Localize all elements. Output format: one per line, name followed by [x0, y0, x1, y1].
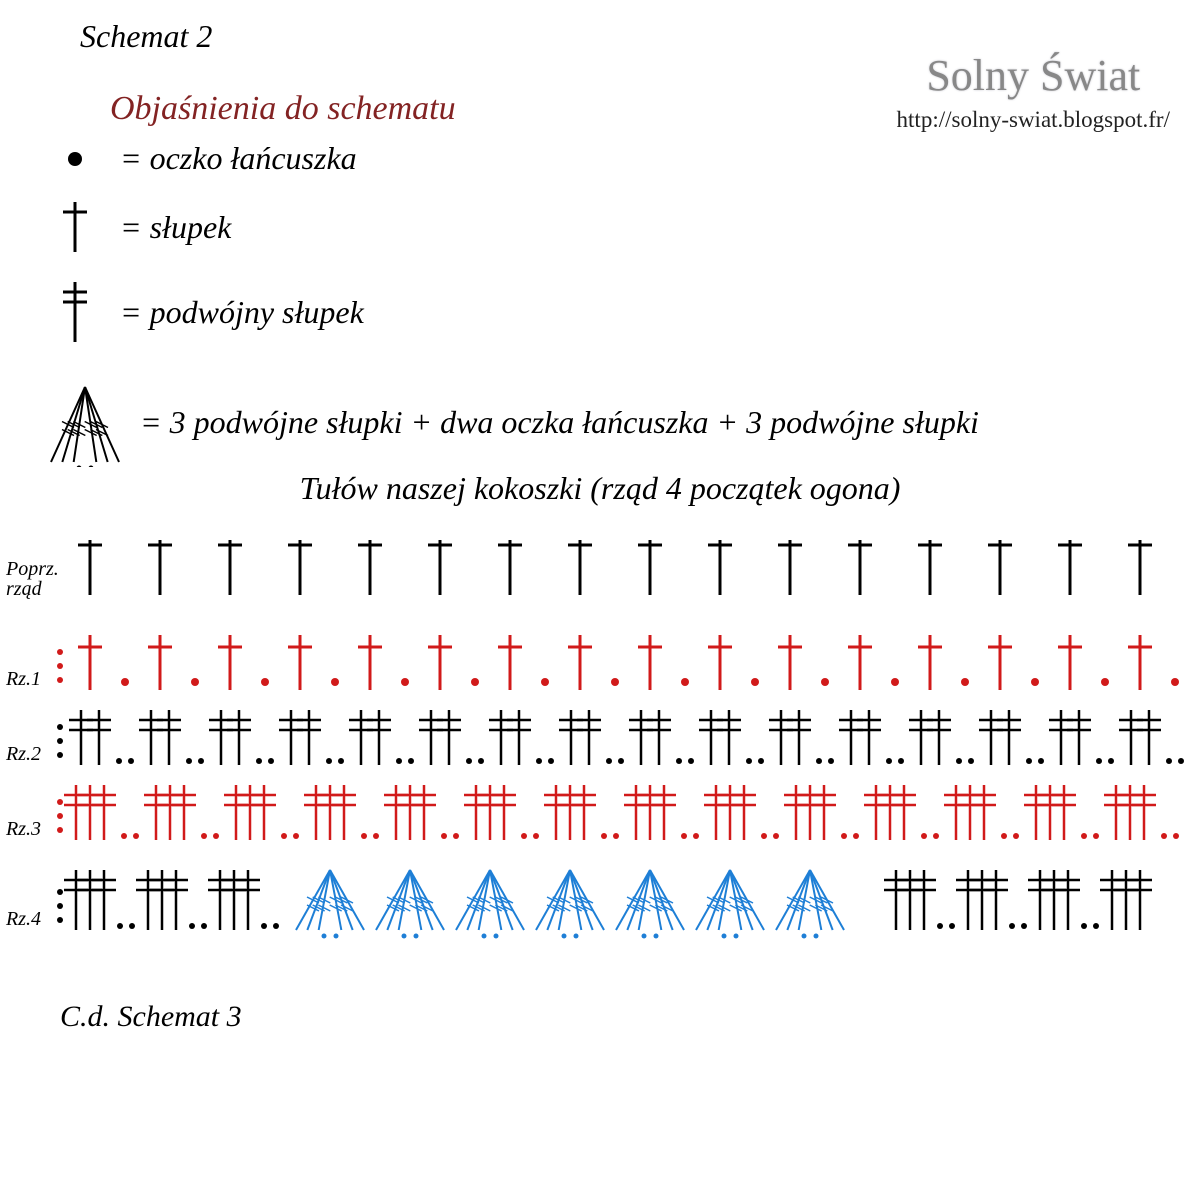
- legend: = oczko łańcuszka = słupek = podwójny sł…: [30, 140, 979, 487]
- watermark-url: http://solny-swiat.blogspot.fr/: [897, 107, 1170, 133]
- svg-text:Poprz.: Poprz.: [5, 558, 59, 580]
- dot-icon: [30, 144, 120, 174]
- svg-text:Rz.1: Rz.1: [5, 668, 41, 690]
- legend-label: = oczko łańcuszka: [120, 140, 357, 177]
- legend-row-sc: = słupek: [30, 197, 979, 257]
- single-crochet-icon: [30, 197, 120, 257]
- svg-text:rząd: rząd: [6, 578, 43, 600]
- watermark: Solny Świat http://solny-swiat.blogspot.…: [897, 50, 1170, 133]
- schema-title: Schemat 2: [80, 18, 212, 55]
- svg-text:Rz.2: Rz.2: [5, 743, 41, 765]
- diagram-caption: Tułów naszej kokoszki (rząd 4 początek o…: [0, 470, 1200, 507]
- watermark-script: Solny Świat: [897, 50, 1170, 101]
- legend-label: = podwójny słupek: [120, 294, 364, 331]
- legend-label: = 3 podwójne słupki + dwa oczka łańcuszk…: [140, 404, 979, 441]
- legend-title: Objaśnienia do schematu: [110, 90, 456, 128]
- legend-row-fan: = 3 podwójne słupki + dwa oczka łańcuszk…: [30, 377, 979, 467]
- legend-row-dc: = podwójny słupek: [30, 277, 979, 347]
- fan-icon: [30, 377, 140, 467]
- crochet-diagram: Poprz.rząd Rz.1 Rz.2 Rz.3 Rz.4: [0, 540, 1200, 980]
- legend-row-dot: = oczko łańcuszka: [30, 140, 979, 177]
- legend-label: = słupek: [120, 209, 231, 246]
- svg-text:Rz.4: Rz.4: [5, 908, 41, 930]
- double-crochet-icon: [30, 277, 120, 347]
- footer-text: C.d. Schemat 3: [60, 1000, 242, 1034]
- svg-text:Rz.3: Rz.3: [5, 818, 41, 840]
